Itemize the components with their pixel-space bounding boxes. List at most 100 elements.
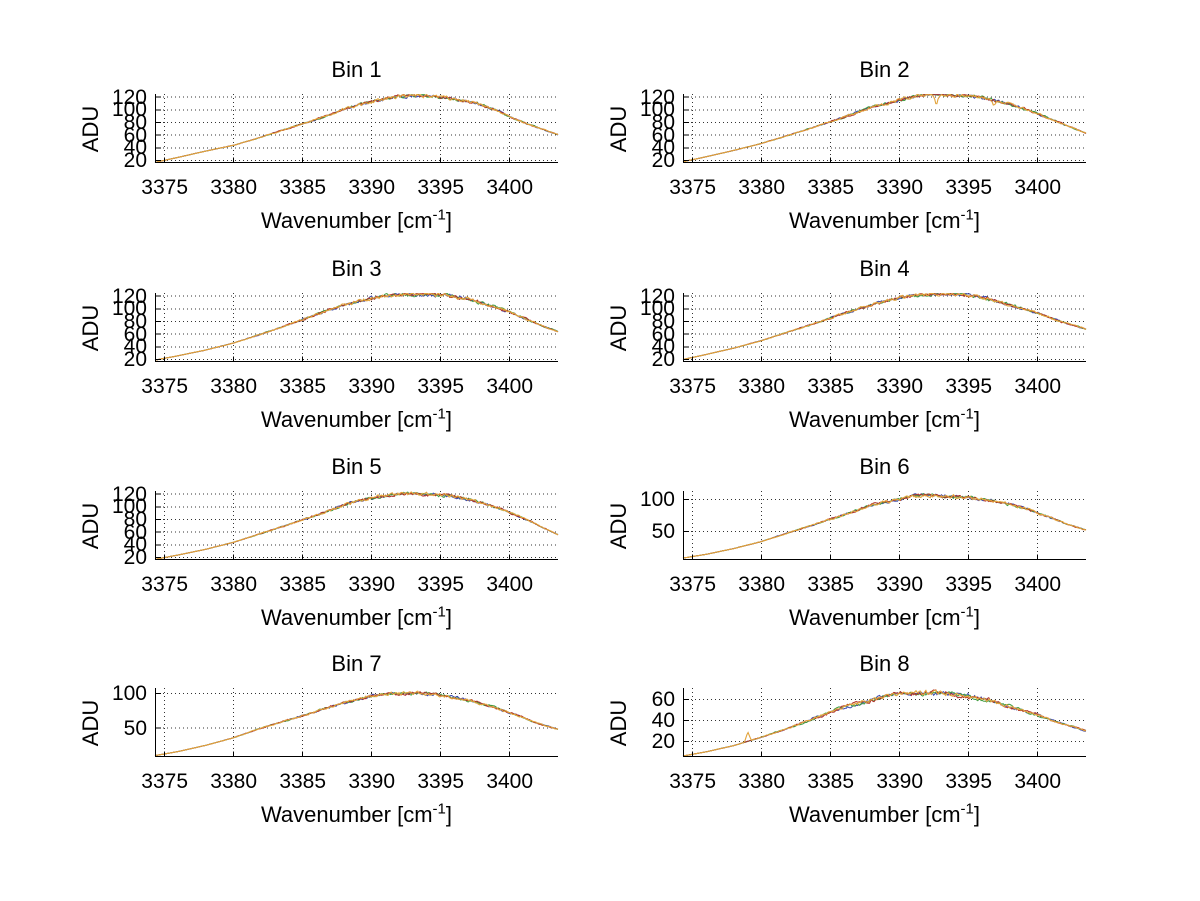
series-line-0	[154, 93, 559, 163]
x-tick-label: 3380	[210, 573, 258, 596]
y-tick-label: 40	[651, 136, 675, 160]
plot-area	[682, 491, 1087, 560]
x-tick-label: 3400	[486, 573, 534, 596]
x-tick-label: 3380	[738, 770, 786, 793]
x-tick-label: 3380	[738, 176, 786, 199]
x-tick-label: 3380	[210, 176, 258, 199]
x-tick-label: 3400	[486, 375, 534, 398]
x-axis-label-base: Wavenumber [cm	[260, 605, 433, 630]
subplot-title: Bin 6	[859, 454, 910, 479]
x-tick-label: 3395	[945, 573, 993, 596]
x-axis-label-suffix: ]	[973, 208, 981, 233]
y-tick-label: 60	[651, 322, 675, 346]
x-axis-label-suffix: ]	[973, 407, 981, 432]
x-tick-label: 3390	[876, 770, 924, 793]
x-axis-label-suffix: ]	[445, 407, 453, 432]
series-line-1	[154, 491, 559, 560]
x-axis-label-exponent: -1	[960, 603, 974, 621]
x-tick-label: 3385	[279, 375, 327, 398]
x-axis-label-base: Wavenumber [cm	[260, 208, 433, 233]
x-axis-label-suffix: ]	[445, 605, 453, 630]
y-tick-label: 40	[123, 533, 147, 557]
y-tick-label: 60	[651, 123, 675, 147]
series-line-0	[154, 691, 558, 757]
x-tick-label: 3375	[141, 375, 189, 398]
x-tick-label: 3390	[348, 573, 396, 596]
series-line-2	[682, 292, 1087, 360]
plot-area	[154, 93, 559, 163]
series-line-3	[682, 689, 1087, 757]
series-line-0	[154, 292, 559, 361]
series-line-3	[682, 493, 1087, 559]
series-line-2	[154, 690, 559, 757]
plot-area	[154, 491, 559, 560]
grid-lines	[155, 688, 558, 757]
axis-lines	[683, 688, 1086, 757]
x-tick-label: 3400	[1014, 375, 1062, 398]
x-tick-label: 3395	[945, 176, 993, 199]
x-axis-label-suffix: ]	[973, 802, 981, 827]
y-tick-label: 80	[123, 110, 147, 134]
x-tick-label: 3400	[486, 770, 534, 793]
plot-area	[154, 688, 559, 757]
x-tick-label: 3400	[1014, 770, 1062, 793]
x-tick-label: 3385	[807, 770, 855, 793]
y-tick-label: 20	[123, 148, 147, 172]
x-axis-label: Wavenumber [cm-1]	[155, 407, 558, 432]
x-tick-label: 3400	[486, 176, 534, 199]
series-line-1	[682, 293, 1087, 360]
subplot-title: Bin 3	[331, 256, 382, 281]
x-axis-label-suffix: ]	[445, 802, 453, 827]
x-tick-label: 3390	[348, 375, 396, 398]
series-line-2	[154, 94, 558, 163]
x-axis-label-base: Wavenumber [cm	[788, 407, 961, 432]
series-line-0	[682, 492, 1086, 559]
x-axis-label-exponent: -1	[432, 603, 446, 621]
x-tick-label: 3390	[876, 573, 924, 596]
axis-lines	[683, 491, 1086, 560]
series-line-0	[682, 292, 1087, 360]
x-tick-label: 3395	[945, 375, 993, 398]
y-tick-label: 40	[123, 335, 147, 359]
plot-area	[682, 93, 1087, 163]
x-axis-label-exponent: -1	[960, 206, 974, 224]
series-line-1	[154, 691, 559, 757]
y-tick-label: 60	[123, 520, 147, 544]
x-axis-label-base: Wavenumber [cm	[788, 605, 961, 630]
y-tick-label: 100	[111, 297, 147, 321]
axis-lines	[155, 491, 558, 560]
x-axis-label-base: Wavenumber [cm	[788, 208, 961, 233]
y-tick-label: 100	[111, 98, 147, 122]
x-tick-label: 3395	[417, 375, 465, 398]
y-tick-label: 100	[111, 682, 147, 706]
axis-lines	[683, 293, 1086, 362]
y-tick-label: 100	[639, 487, 675, 511]
x-tick-label: 3375	[141, 176, 189, 199]
x-tick-label: 3395	[417, 770, 465, 793]
x-tick-label: 3375	[669, 770, 717, 793]
y-tick-label: 20	[651, 347, 675, 371]
x-tick-label: 3400	[1014, 573, 1062, 596]
x-axis-label: Wavenumber [cm-1]	[683, 206, 1086, 233]
x-axis-label-exponent: -1	[960, 800, 974, 818]
grid-lines	[155, 293, 558, 362]
subplot-title: Bin 7	[331, 651, 382, 676]
x-tick-label: 3385	[279, 770, 327, 793]
axis-lines	[155, 688, 558, 757]
x-tick-label: 3385	[807, 176, 855, 199]
subplot-title: Bin 2	[859, 57, 910, 82]
x-axis-label: Wavenumber [cm-1]	[683, 800, 1086, 827]
x-tick-label: 3385	[279, 573, 327, 596]
x-tick-label: 3390	[876, 176, 924, 199]
series-line-3	[154, 690, 559, 757]
x-tick-label: 3380	[210, 375, 258, 398]
series-line-1	[682, 493, 1087, 559]
x-axis-label-exponent: -1	[432, 800, 446, 818]
axis-lines	[155, 293, 558, 362]
x-axis-label-base: Wavenumber [cm	[260, 802, 433, 827]
x-axis-label-base: Wavenumber [cm	[260, 407, 433, 432]
series-line-3	[682, 292, 1087, 361]
x-axis-label: Wavenumber [cm-1]	[683, 603, 1086, 630]
x-axis-label-suffix: ]	[973, 605, 981, 630]
